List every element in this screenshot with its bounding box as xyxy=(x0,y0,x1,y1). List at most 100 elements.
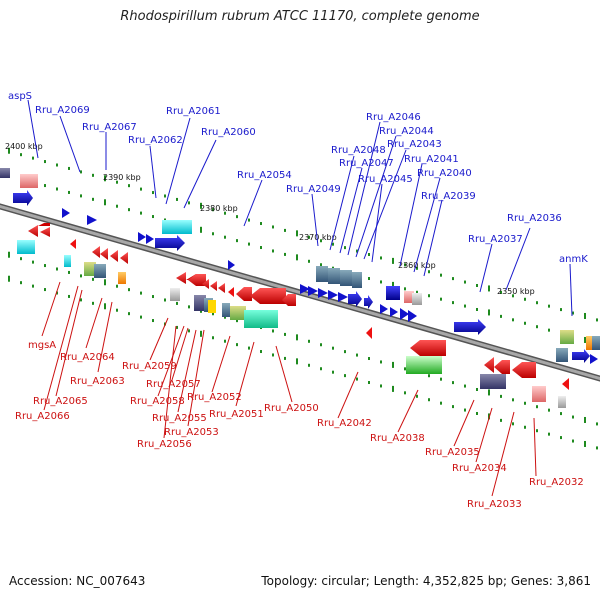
gene-feature xyxy=(138,232,146,242)
tick-mark xyxy=(524,297,526,301)
leader-line xyxy=(149,317,169,361)
tick-mark xyxy=(368,357,370,361)
tick-mark xyxy=(584,312,586,319)
tick-mark xyxy=(596,422,598,426)
gene-feature xyxy=(406,356,442,374)
gene-feature xyxy=(250,288,286,304)
gene-feature xyxy=(366,327,372,339)
gene-label: Rru_A2052 xyxy=(187,392,242,403)
tick-mark xyxy=(200,226,202,233)
gene-feature xyxy=(120,252,128,264)
tick-mark xyxy=(104,303,106,310)
tick-mark xyxy=(176,325,178,329)
gene-feature xyxy=(328,268,340,284)
gene-label: Rru_A2066 xyxy=(15,411,70,422)
gene-label: Rru_A2053 xyxy=(164,427,219,438)
gene-feature xyxy=(410,340,446,356)
tick-mark xyxy=(296,358,298,365)
tick-mark xyxy=(56,163,58,167)
gene-label: mgsA xyxy=(28,340,56,351)
tick-mark xyxy=(32,156,34,160)
tick-mark xyxy=(308,259,310,263)
genome-title: Rhodospirillum rubrum ATCC 11170, comple… xyxy=(120,9,480,24)
tick-mark xyxy=(56,187,58,191)
gene-feature xyxy=(218,283,225,293)
gene-feature xyxy=(590,354,598,364)
tick-mark xyxy=(260,246,262,250)
gene-feature xyxy=(228,260,235,270)
tick-mark xyxy=(548,408,550,412)
tick-mark xyxy=(464,304,466,308)
gene-label: Rru_A2043 xyxy=(387,139,442,150)
tick-mark xyxy=(428,294,430,298)
tick-mark xyxy=(392,385,394,392)
leader-line xyxy=(171,327,189,381)
tick-mark xyxy=(164,218,166,222)
tick-mark xyxy=(92,197,94,201)
tick-mark xyxy=(488,285,490,292)
tick-mark xyxy=(224,339,226,343)
tick-mark xyxy=(116,204,118,208)
tick-mark xyxy=(452,405,454,409)
tick-mark xyxy=(380,360,382,364)
tick-mark xyxy=(452,301,454,305)
tick-mark xyxy=(344,246,346,250)
tick-mark xyxy=(404,391,406,395)
tick-mark xyxy=(68,190,70,194)
tick-mark xyxy=(536,405,538,409)
tick-mark xyxy=(92,301,94,305)
leader-line xyxy=(183,139,217,209)
leader-line xyxy=(413,177,441,273)
tick-mark xyxy=(596,446,598,450)
tick-mark xyxy=(296,230,298,237)
leader-line xyxy=(311,193,319,247)
gene-label: Rru_A2037 xyxy=(468,234,523,245)
tick-mark xyxy=(272,225,274,229)
leader-line xyxy=(149,145,157,199)
gene-feature xyxy=(20,174,38,188)
leader-line xyxy=(43,285,79,411)
gene-feature xyxy=(300,284,310,294)
gene-feature xyxy=(210,281,217,291)
tick-mark xyxy=(164,298,166,302)
gene-feature xyxy=(146,234,154,244)
leader-line xyxy=(569,263,573,317)
scale-labels: 2400 kbp 2390 kbp 2380 kbp 2370 kbp 2360… xyxy=(5,142,535,296)
gene-feature xyxy=(412,293,422,305)
gene-label: Rru_A2032 xyxy=(529,477,584,488)
tick-mark xyxy=(248,346,250,350)
gene-feature xyxy=(572,349,590,363)
tick-mark xyxy=(464,280,466,284)
tick-mark xyxy=(512,398,514,402)
tick-mark xyxy=(80,274,82,278)
tick-mark xyxy=(356,353,358,357)
gene-feature xyxy=(558,396,566,408)
tick-mark xyxy=(548,432,550,436)
tick-mark xyxy=(320,343,322,347)
tick-mark xyxy=(128,184,130,188)
gene-label: Rru_A2034 xyxy=(452,463,507,474)
tick-mark xyxy=(476,411,478,415)
tick-mark xyxy=(500,314,502,318)
tick-mark xyxy=(92,277,94,281)
tick-mark xyxy=(584,336,586,343)
tick-mark xyxy=(200,330,202,337)
tick-mark xyxy=(560,412,562,416)
tick-mark xyxy=(152,295,154,299)
tick-mark xyxy=(68,270,70,274)
gene-label: Rru_A2056 xyxy=(137,439,192,450)
leader-line xyxy=(211,335,231,393)
gene-feature xyxy=(454,319,486,335)
tick-mark xyxy=(224,211,226,215)
gene-feature xyxy=(316,266,328,282)
tick-mark xyxy=(176,197,178,201)
gene-feature xyxy=(338,292,348,302)
tick-mark xyxy=(320,239,322,243)
gene-feature xyxy=(364,295,373,309)
tick-mark xyxy=(272,249,274,253)
tick-mark xyxy=(68,294,70,298)
gene-feature xyxy=(484,357,494,373)
tick-mark xyxy=(188,329,190,333)
scale-label: 2360 kbp xyxy=(398,261,436,270)
gene-feature xyxy=(562,378,569,390)
